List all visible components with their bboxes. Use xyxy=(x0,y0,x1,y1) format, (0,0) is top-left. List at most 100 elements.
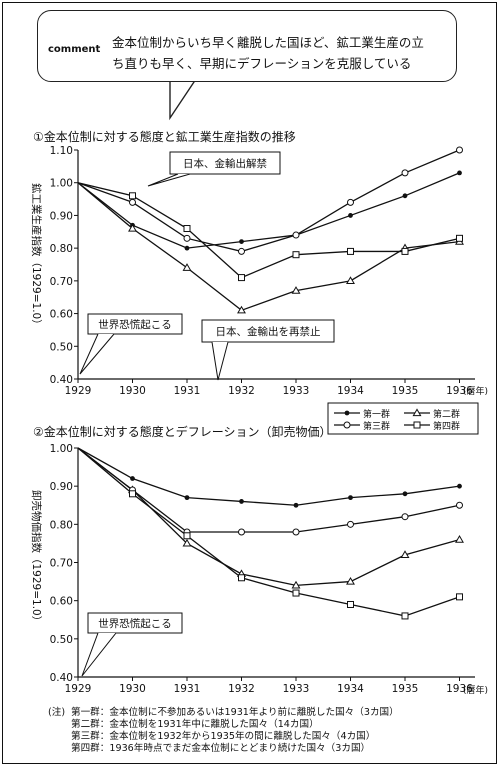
data-point xyxy=(238,528,245,536)
x-tick-label: 1936 xyxy=(446,385,473,397)
chart-production: ①金本位制に対する態度と鉱工業生産指数の推移 鉱工業生産指数（1929=1.0）… xyxy=(30,129,488,397)
chart-title: ②金本位制に対する態度とデフレーション（卸売物価） xyxy=(33,424,332,439)
legend-marker xyxy=(412,408,422,417)
data-point xyxy=(183,225,191,233)
data-point xyxy=(347,600,354,608)
data-point xyxy=(129,192,136,200)
series-line-2 xyxy=(77,447,460,587)
data-point xyxy=(184,495,190,501)
series-line-2 xyxy=(77,182,460,312)
y-tick-label: 0.70 xyxy=(50,276,73,288)
annotation-text: 日本、金輸出解禁 xyxy=(183,157,267,170)
y-tick-label: 1.00 xyxy=(50,443,73,455)
data-point xyxy=(347,198,354,206)
annotation-text: 世界恐慌起こる xyxy=(98,618,172,630)
annotation-japan-reimpose-embargo: 日本、金輸出を再禁止 xyxy=(201,319,335,381)
data-point xyxy=(182,538,192,547)
data-point xyxy=(347,247,354,255)
data-point xyxy=(402,193,408,199)
data-point xyxy=(401,169,409,177)
data-point xyxy=(184,245,190,251)
y-tick-label: 0.50 xyxy=(50,634,73,646)
note-line: 第二群：金本位制を1931年中に離脱した国々（14カ国） xyxy=(71,719,319,730)
data-point xyxy=(402,491,408,497)
annotation-text: 世界恐慌起こる xyxy=(98,319,172,331)
series-line-1 xyxy=(77,447,460,506)
note-line: 第四群：1936年時点でまだ金本位制にとどまり続けた国々（3カ国） xyxy=(71,743,371,754)
data-point xyxy=(128,223,137,232)
x-tick-label: 1933 xyxy=(283,683,310,695)
data-point xyxy=(293,502,299,508)
annotation-japan-lift-embargo: 日本、金輸出解禁 xyxy=(147,151,281,187)
legend-marker xyxy=(343,421,351,429)
y-tick-label: 0.90 xyxy=(50,210,73,222)
annotation-great-depression-2: 世界恐慌起こる xyxy=(81,612,183,677)
legend-marker xyxy=(413,421,421,429)
data-point xyxy=(346,576,355,585)
data-point xyxy=(129,490,136,498)
x-tick-label: 1931 xyxy=(174,683,201,695)
data-point xyxy=(130,476,135,481)
data-point xyxy=(456,593,463,601)
data-point xyxy=(456,146,463,154)
legend-label: 第二群 xyxy=(433,408,460,420)
data-point xyxy=(292,251,300,259)
data-point xyxy=(291,580,301,589)
series-line-4 xyxy=(77,182,460,279)
comment-box xyxy=(37,10,457,82)
series-line-3 xyxy=(77,447,460,533)
legend-label: 第四群 xyxy=(433,420,460,432)
y-tick-label: 0.90 xyxy=(50,481,73,493)
legend-label: 第一群 xyxy=(363,408,390,420)
data-point xyxy=(456,501,463,509)
x-tick-label: 1930 xyxy=(119,385,146,397)
data-point xyxy=(183,234,191,242)
x-tick-label: 1929 xyxy=(65,385,92,397)
y-tick-label: 0.60 xyxy=(50,309,73,321)
y-tick-label: 0.40 xyxy=(50,374,73,386)
data-point xyxy=(346,276,355,284)
chart-wholesale-prices: ②金本位制に対する態度とデフレーション（卸売物価） 卸売物価指数（1929=1.… xyxy=(30,424,488,696)
y-tick-label: 0.80 xyxy=(50,243,73,255)
data-point xyxy=(292,231,300,239)
data-point xyxy=(291,286,301,294)
data-point xyxy=(183,532,191,540)
data-point xyxy=(238,574,245,582)
x-tick-label: 1932 xyxy=(228,385,255,397)
data-point xyxy=(457,483,462,489)
x-tick-label: 1935 xyxy=(392,385,419,397)
x-tick-label: 1933 xyxy=(283,385,310,397)
y-tick-label: 0.80 xyxy=(50,519,73,531)
note-line: 第一群：金本位制に不参加あるいは1931年より前に離脱した国々（3カ国） xyxy=(71,707,399,718)
legend-marker xyxy=(344,410,350,416)
comment-text-line-2: ち直りも早く、早期にデフレーションを克服している xyxy=(112,56,412,71)
data-point xyxy=(182,263,192,271)
data-point xyxy=(239,499,244,504)
data-point xyxy=(401,513,409,521)
y-tick-label: 1.00 xyxy=(50,178,73,190)
data-point xyxy=(238,247,245,255)
y-tick-label: 1.10 xyxy=(50,145,73,157)
comment-callout-tail xyxy=(169,78,197,121)
series-line-3 xyxy=(77,149,460,253)
data-point xyxy=(401,247,409,255)
x-tick-label: 1932 xyxy=(228,683,255,695)
legend-label: 第三群 xyxy=(363,420,390,432)
y-axis-label: 鉱工業生産指数（1929=1.0） xyxy=(30,183,43,330)
series-line-4 xyxy=(77,447,460,617)
y-axis-label: 卸売物価指数（1929=1.0） xyxy=(30,490,43,626)
data-point xyxy=(455,535,464,543)
data-point xyxy=(292,528,300,536)
x-unit-label: (暦年) xyxy=(463,385,488,397)
data-point xyxy=(348,495,353,501)
chart-title: ①金本位制に対する態度と鉱工業生産指数の推移 xyxy=(33,129,296,144)
data-point xyxy=(456,234,463,242)
notes-head: (注) xyxy=(48,707,66,718)
data-point xyxy=(292,589,300,597)
data-point xyxy=(237,305,246,314)
data-point xyxy=(239,239,244,245)
annotation-great-depression-1: 世界恐慌起こる xyxy=(79,313,183,375)
